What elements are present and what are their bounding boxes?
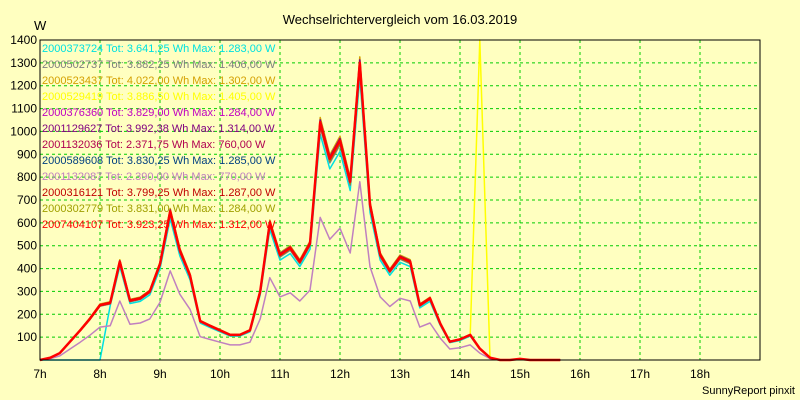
y-tick-label: 100 (17, 330, 37, 344)
y-tick-label: 900 (17, 147, 37, 161)
x-tick-labels: 7h 8h 9h 10h 11h 12h 13h 14h 15h 16h 17h 18h (33, 367, 710, 381)
y-tick-label: 1100 (11, 102, 37, 116)
y-tick-label: 1000 (10, 124, 37, 138)
legend-entry: 2000316121 Tot: 3.799,25 Wh Max: 1.287,0… (42, 187, 276, 199)
plot-frame (39, 39, 761, 361)
y-tick-label: 300 (17, 284, 37, 298)
y-tick-labels: 100 200 300 400 500 600 700 800 900 1000 1100 1200 1… (10, 33, 37, 344)
legend-entry: 2000376360 Tot: 3.829,00 Wh Max: 1.284,0… (42, 107, 276, 119)
legend-entry: 2000589608 Tot: 3.830,25 Wh Max: 1.285,0… (42, 155, 276, 167)
x-tick-label: 7h (33, 367, 46, 381)
y-tick-label: 500 (17, 239, 37, 253)
y-tick-label: 200 (17, 307, 37, 321)
series-line-2001132087 (39, 180, 561, 361)
x-tick-label: 8h (93, 367, 106, 381)
x-tick-label: 13h (390, 367, 410, 381)
y-tick-label: 800 (17, 170, 37, 184)
legend-entry: 2001132087 Tot: 2.390,00 Wh Max: 770,00 … (42, 171, 266, 183)
x-tick-label: 16h (570, 367, 590, 381)
y-tick-label: 400 (17, 262, 37, 276)
x-tick-label: 12h (330, 367, 350, 381)
y-tick-label: 1200 (10, 79, 37, 93)
legend-entry: 2001132036 Tot: 2.371,75 Wh Max: 760,00 … (42, 139, 266, 151)
x-tick-label: 15h (510, 367, 530, 381)
y-tick-label: 1300 (10, 56, 37, 70)
footer-credit: SunnyReport pinxit (702, 385, 795, 397)
series-line-2007404107 (39, 61, 561, 362)
y-axis-unit-label: W (34, 18, 47, 33)
x-tick-label: 11h (270, 367, 289, 381)
x-tick-label: 9h (153, 367, 166, 381)
y-tick-label: 700 (17, 193, 37, 207)
legend-entry: 2000523437 Tot: 4.022,00 Wh Max: 1.302,0… (42, 75, 276, 87)
x-tick-label: 17h (630, 367, 650, 381)
legend: 2000373724 Tot: 3.641,25 Wh Max: 1.283,0… (42, 43, 276, 231)
legend-entry: 2000502737 Tot: 3.882,25 Wh Max: 1.406,0… (42, 59, 276, 71)
legend-entry: 2001129627 Tot: 3.992,38 Wh Max: 1.314,0… (42, 123, 275, 135)
x-tick-label: 18h (690, 367, 710, 381)
y-tick-label: 600 (17, 216, 37, 230)
y-tick-label: 1400 (10, 33, 37, 47)
x-tick-label: 10h (210, 367, 230, 381)
grid-lines (40, 39, 760, 360)
x-tick-label: 14h (450, 367, 470, 381)
series-lines (39, 39, 561, 362)
legend-entry: 2000373724 Tot: 3.641,25 Wh Max: 1.283,0… (42, 43, 276, 55)
legend-entry: 2000302779 Tot: 3.831,00 Wh Max: 1.284,0… (42, 203, 276, 215)
chart-title: Wechselrichtervergleich vom 16.03.2019 (283, 12, 518, 27)
legend-entry: 2007404107 Tot: 3.923,25 Wh Max: 1.312,0… (42, 219, 276, 231)
legend-entry: 2000529419 Tot: 3.886,50 Wh Max: 1.405,0… (42, 91, 276, 103)
